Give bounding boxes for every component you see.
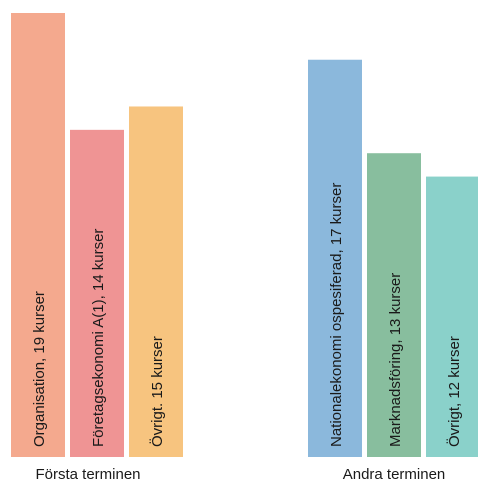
bar-label-g0-b0: Organisation, 19 kurser (31, 291, 48, 447)
bar-g1-b2 (426, 176, 478, 457)
group-label-first-term: Första terminen (35, 466, 140, 483)
group-label-second-term: Andra terminen (343, 466, 446, 483)
bar-label-g1-b2: Övrigt, 12 kurser (445, 336, 463, 447)
bar-g1-b1 (367, 153, 421, 458)
labels-layer: Organisation, 19 kurser Företagsekonomi A… (31, 183, 463, 447)
bar-label-g0-b2: Övrigt. 15 kurser (148, 336, 166, 447)
bar-label-g1-b1: Marknadsföring, 13 kurser (387, 273, 404, 447)
bar-g0-b1 (70, 129, 124, 457)
bar-label-g1-b0: Nationalekonomi ospesiferad, 17 kurser (328, 183, 345, 447)
bar-g0-b2 (129, 106, 183, 457)
bar-g0-b0 (11, 13, 65, 457)
bar-label-g0-b1: Företagsekonomi A(1), 14 kurser (90, 229, 107, 447)
bar-g1-b0 (308, 59, 362, 457)
bars-layer (11, 13, 478, 458)
